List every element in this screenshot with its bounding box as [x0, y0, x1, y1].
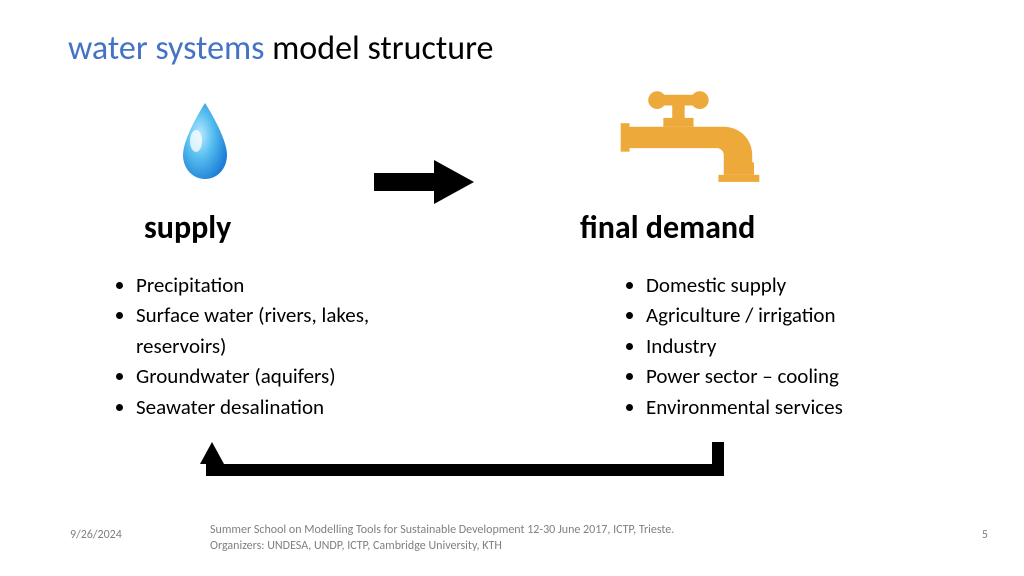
list-item: Surface water (rivers, lakes, reservoirs… — [136, 300, 420, 361]
slide-title: water systems model structure — [68, 28, 493, 69]
list-item: Seawater desalination — [136, 392, 420, 422]
list-item: Precipitation — [136, 270, 420, 300]
footer-text: Summer School on Modelling Tools for Sus… — [210, 522, 850, 554]
list-item: Industry — [646, 331, 950, 361]
title-accent: water systems — [68, 28, 264, 69]
supply-heading: supply — [144, 208, 231, 247]
demand-bullets: Domestic supply Agriculture / irrigation… — [620, 270, 950, 422]
supply-bullets: Precipitation Surface water (rivers, lak… — [110, 270, 420, 422]
title-rest: model structure — [264, 28, 493, 69]
water-drop-icon — [165, 96, 245, 186]
list-item: Environmental services — [646, 392, 950, 422]
demand-heading: final demand — [580, 208, 755, 247]
footer-line1: Summer School on Modelling Tools for Sus… — [210, 523, 674, 537]
list-item: Power sector – cooling — [646, 361, 950, 391]
list-item: Agriculture / irrigation — [646, 300, 950, 330]
footer-date: 9/26/2024 — [70, 528, 122, 542]
slide-footer: 9/26/2024 Summer School on Modelling Too… — [0, 520, 1024, 560]
arrow-right-icon — [374, 160, 474, 204]
footer-line2: Organizers: UNDESA, UNDP, ICTP, Cambridg… — [210, 539, 502, 553]
tap-icon — [610, 86, 770, 196]
footer-page: 5 — [982, 528, 988, 542]
feedback-arrow-icon — [200, 442, 730, 482]
list-item: Domestic supply — [646, 270, 950, 300]
list-item: Groundwater (aquifers) — [136, 361, 420, 391]
